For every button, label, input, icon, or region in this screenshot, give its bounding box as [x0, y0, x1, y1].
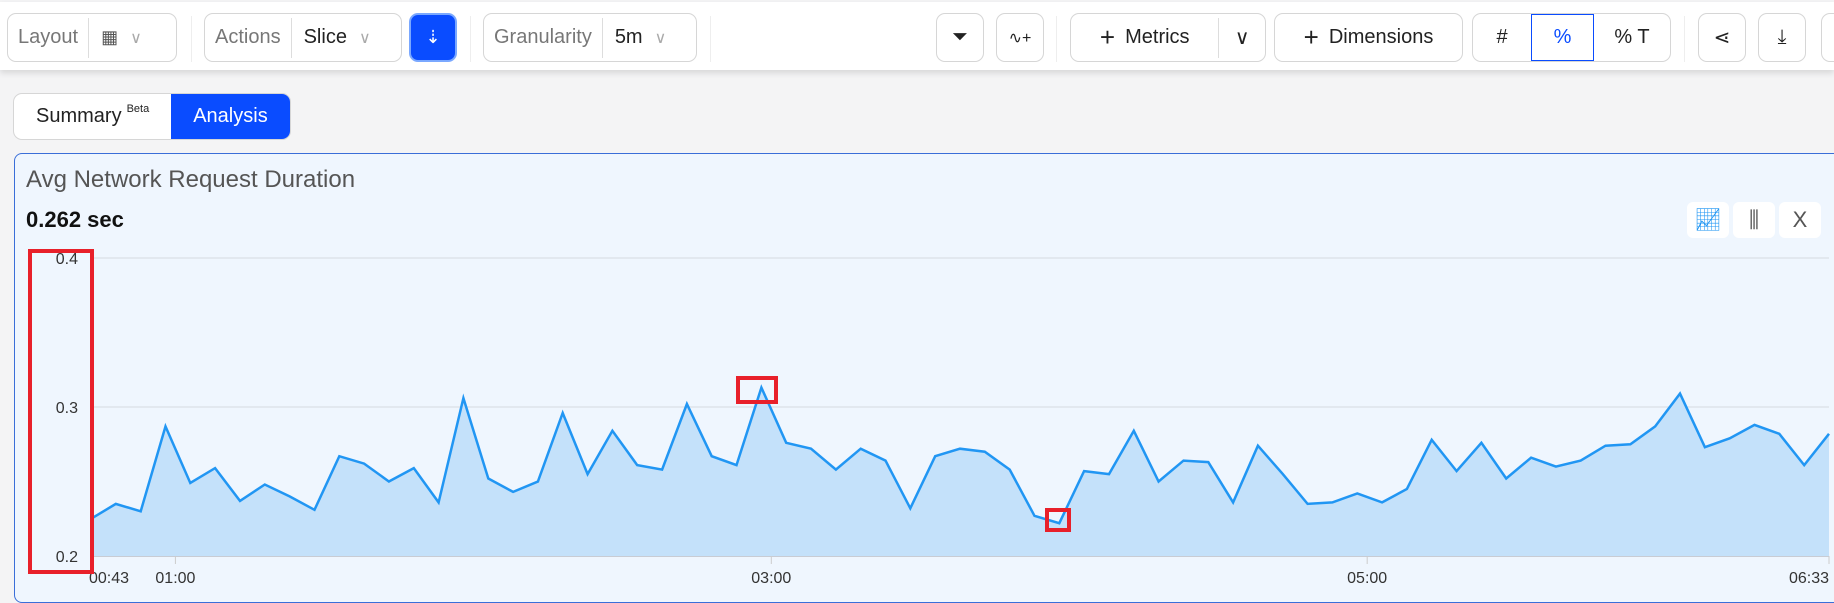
layout-label: Layout: [18, 26, 79, 48]
more-button[interactable]: [1821, 13, 1834, 62]
tab-summary[interactable]: Summary Beta: [14, 94, 171, 139]
chevron-down-icon: ∨: [654, 29, 667, 47]
dimensions-label: Dimensions: [1328, 26, 1434, 48]
layout-dropdown[interactable]: Layout ▦ ∨: [7, 13, 177, 62]
y-tick-label: 0.4: [56, 251, 78, 268]
granularity-dropdown[interactable]: Granularity 5m ∨: [483, 13, 697, 62]
table-layout-icon: ▦: [101, 27, 119, 47]
metrics-dropdown-toggle[interactable]: ∨: [1219, 14, 1265, 61]
chevron-down-icon: ∨: [358, 29, 371, 47]
granularity-value: 5m: [614, 26, 643, 48]
x-tick-label: 01:00: [155, 570, 195, 586]
x-tick-label: 06:33: [1789, 570, 1829, 586]
metrics-button[interactable]: + Metrics ∨: [1070, 13, 1266, 62]
plus-icon: +: [1303, 22, 1319, 52]
tab-analysis-label: Analysis: [193, 105, 268, 127]
y-tick-label: 0.3: [56, 400, 78, 417]
chevron-down-icon: ∨: [1234, 27, 1250, 49]
chart: 0.2 0.3 0.4 00:43 01:00 03:00 05:00 06:33: [56, 251, 1830, 586]
mode-percent[interactable]: %: [1531, 14, 1594, 61]
share-icon: ⋖: [1713, 27, 1731, 49]
actions-dropdown[interactable]: Actions Slice ∨: [204, 13, 402, 62]
mode-count[interactable]: #: [1496, 26, 1508, 48]
mode-percent-total[interactable]: % T: [1614, 26, 1650, 48]
download-icon: ⤓: [1777, 26, 1787, 48]
chart-area-fill: [91, 387, 1829, 556]
metrics-label: Metrics: [1125, 26, 1190, 48]
actions-label: Actions: [215, 26, 281, 48]
close-button[interactable]: X: [1779, 202, 1821, 238]
bar-chart-icon: ⫼: [1748, 207, 1760, 232]
chart-add-icon: ∿+: [1008, 29, 1032, 47]
close-icon: X: [1792, 207, 1808, 232]
y-tick-label: 0.2: [56, 549, 78, 566]
x-tick-label: 00:43: [89, 570, 129, 586]
chevron-down-icon: ∨: [130, 29, 142, 47]
actions-value: Slice: [303, 26, 347, 48]
view-tabs: Summary Beta Analysis: [13, 93, 291, 140]
beta-badge: Beta: [126, 102, 150, 115]
tab-analysis[interactable]: Analysis: [171, 94, 290, 139]
line-chart-button[interactable]: 📈︎: [1687, 202, 1729, 238]
share-button[interactable]: ⋖: [1698, 13, 1746, 62]
toolbar: Layout ▦ ∨ Actions Slice ∨ ⇣ Granularity 5…: [0, 2, 1834, 70]
chart-series-line: [90, 384, 1830, 525]
mode-toggle: # % % T: [1472, 13, 1671, 62]
highlight-y-axis: [28, 249, 94, 574]
metric-value: 0.262 sec: [26, 207, 124, 232]
bar-chart-button[interactable]: ⫼: [1733, 202, 1775, 238]
x-tick-label: 03:00: [751, 570, 791, 586]
add-filter-button[interactable]: ⏷: [936, 13, 984, 62]
tab-summary-label: Summary: [36, 105, 122, 127]
add-chart-button[interactable]: ∿+: [996, 13, 1044, 62]
highlight-peak: [736, 376, 778, 404]
x-tick-label: 05:00: [1347, 570, 1387, 586]
chart-controls: 📈︎ ⫼ X: [1687, 202, 1821, 238]
line-chart-icon: 📈︎: [1694, 207, 1722, 232]
chart-title: Avg Network Request Duration: [26, 166, 356, 193]
compress-icon: ⇣: [425, 27, 441, 47]
plus-icon: +: [1099, 22, 1116, 52]
highlight-min: [1045, 508, 1071, 532]
compress-button[interactable]: ⇣: [409, 13, 457, 62]
filter-add-icon: ⏷: [952, 26, 968, 48]
dimensions-button[interactable]: + Dimensions: [1274, 13, 1463, 62]
granularity-label: Granularity: [494, 26, 592, 48]
download-button[interactable]: ⤓: [1758, 13, 1806, 62]
